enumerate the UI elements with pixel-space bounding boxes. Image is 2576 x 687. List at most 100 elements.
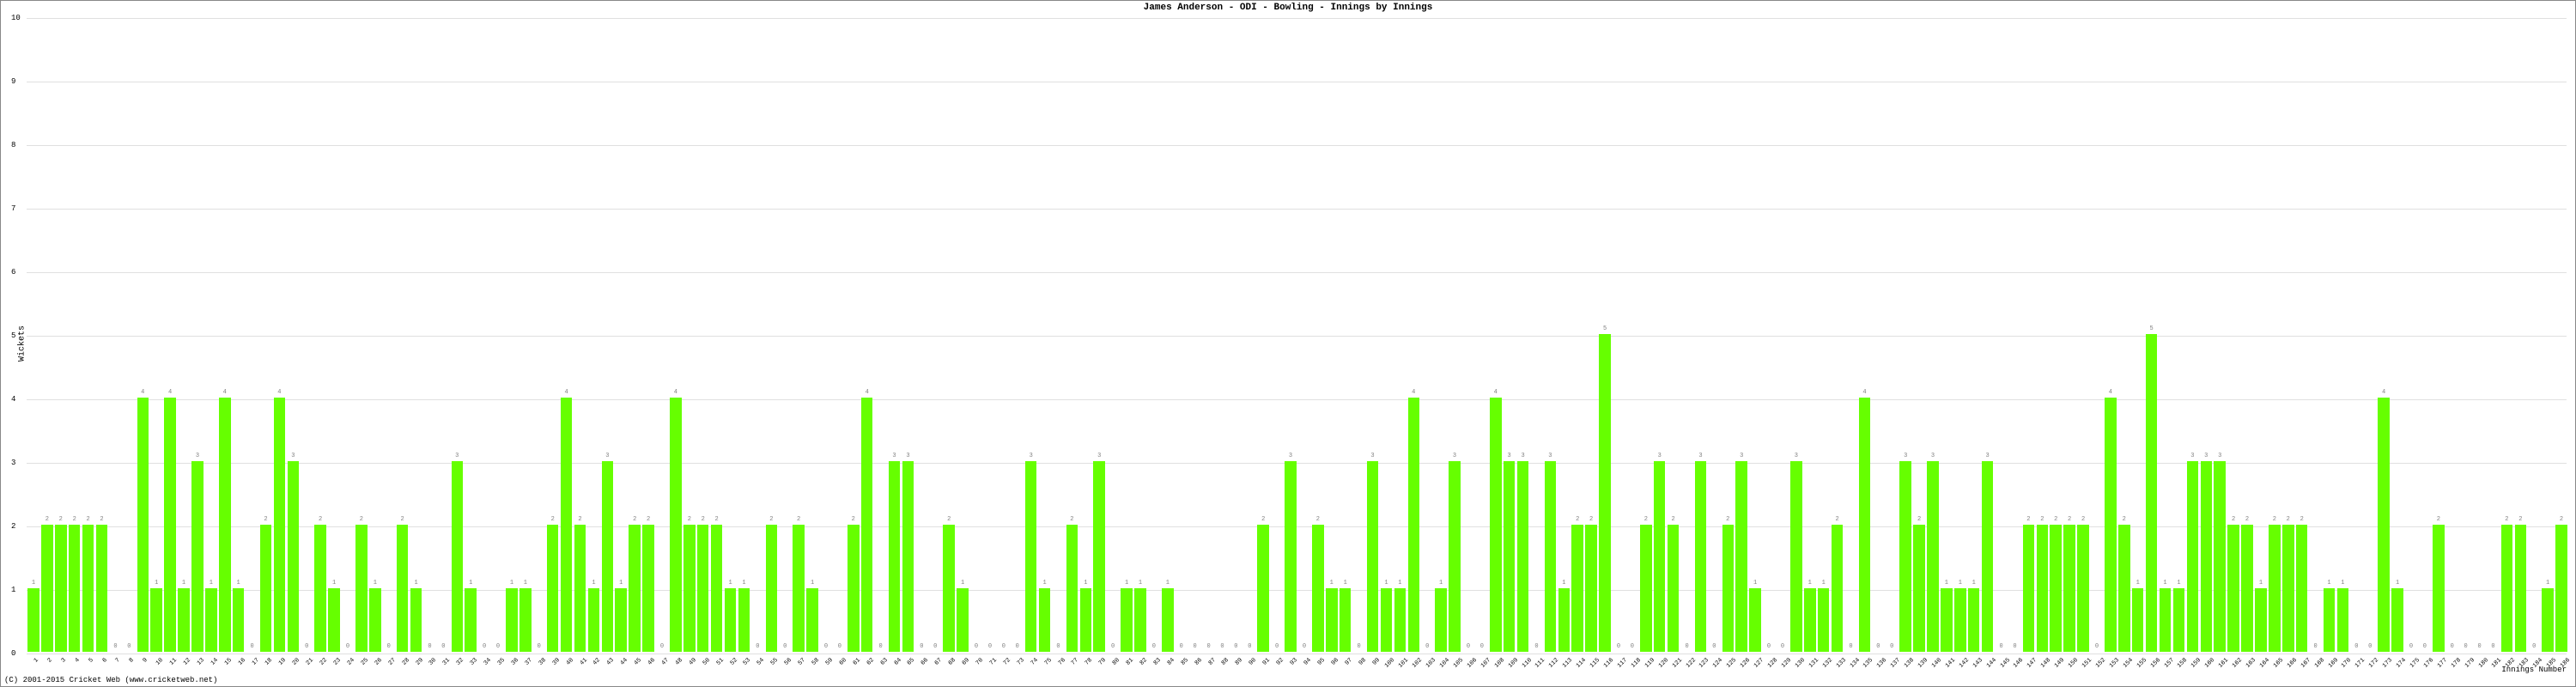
bar bbox=[902, 461, 914, 652]
bar-value-label: 0 bbox=[1617, 643, 1620, 650]
bar-value-label: 0 bbox=[496, 643, 500, 650]
bar-value-label: 2 bbox=[947, 516, 951, 523]
bar-value-label: 2 bbox=[647, 516, 650, 523]
bar-value-label: 2 bbox=[73, 516, 76, 523]
bar-value-label: 1 bbox=[1384, 580, 1388, 587]
bar bbox=[328, 588, 340, 652]
bar-value-label: 0 bbox=[756, 643, 759, 650]
bar-value-label: 0 bbox=[2354, 643, 2358, 650]
bar-value-label: 0 bbox=[1206, 643, 1210, 650]
bar bbox=[2187, 461, 2199, 652]
bar-value-label: 0 bbox=[1890, 643, 1893, 650]
bar bbox=[369, 588, 381, 652]
x-tick-label: 95 bbox=[1316, 657, 1327, 667]
bar-value-label: 0 bbox=[1685, 643, 1688, 650]
x-tick-label: 163 bbox=[2245, 657, 2257, 670]
bar-value-label: 2 bbox=[2245, 516, 2249, 523]
bar bbox=[889, 461, 901, 652]
x-tick-label: 144 bbox=[1985, 657, 1998, 670]
x-tick-label: 32 bbox=[456, 657, 466, 667]
bar-value-label: 3 bbox=[892, 453, 896, 459]
bar-value-label: 1 bbox=[592, 580, 595, 587]
bar-value-label: 3 bbox=[455, 453, 459, 459]
x-tick-label: 40 bbox=[565, 657, 575, 667]
x-tick-label: 175 bbox=[2409, 657, 2421, 670]
bar-value-label: 2 bbox=[2300, 516, 2304, 523]
bar-value-label: 0 bbox=[988, 643, 992, 650]
x-tick-label: 79 bbox=[1097, 657, 1108, 667]
y-tick-label: 7 bbox=[11, 204, 15, 213]
bar-value-label: 1 bbox=[1822, 580, 1826, 587]
y-tick-label: 6 bbox=[11, 268, 15, 277]
x-tick-label: 155 bbox=[2136, 657, 2148, 670]
x-tick-label: 176 bbox=[2422, 657, 2435, 670]
bar-value-label: 0 bbox=[2095, 643, 2099, 650]
bar-value-label: 1 bbox=[728, 580, 732, 587]
bar-value-label: 3 bbox=[1658, 453, 1662, 459]
bar bbox=[2255, 588, 2267, 652]
x-tick-label: 88 bbox=[1221, 657, 1231, 667]
x-tick-label: 112 bbox=[1548, 657, 1561, 670]
x-tick-label: 35 bbox=[496, 657, 507, 667]
x-tick-label: 139 bbox=[1917, 657, 1929, 670]
x-tick-label: 80 bbox=[1111, 657, 1121, 667]
bar bbox=[588, 588, 600, 652]
y-tick-label: 3 bbox=[11, 459, 15, 467]
bar bbox=[1435, 588, 1447, 652]
bar bbox=[274, 398, 286, 652]
bar-value-label: 2 bbox=[2081, 516, 2085, 523]
x-tick-label: 109 bbox=[1507, 657, 1520, 670]
bar-value-label: 0 bbox=[1180, 643, 1183, 650]
x-tick-label: 41 bbox=[579, 657, 589, 667]
bar-value-label: 0 bbox=[387, 643, 391, 650]
bar-value-label: 1 bbox=[1808, 580, 1812, 587]
x-tick-label: 148 bbox=[2040, 657, 2053, 670]
x-tick-label: 13 bbox=[196, 657, 206, 667]
x-tick-label: 27 bbox=[387, 657, 398, 667]
bar-value-label: 1 bbox=[961, 580, 964, 587]
bar bbox=[1257, 525, 1269, 652]
bar bbox=[1558, 588, 1571, 652]
bar-value-label: 2 bbox=[797, 516, 800, 523]
x-tick-label: 152 bbox=[2094, 657, 2107, 670]
bar bbox=[2160, 588, 2172, 652]
x-tick-label: 19 bbox=[278, 657, 289, 667]
x-tick-label: 173 bbox=[2382, 657, 2395, 670]
bar bbox=[547, 525, 559, 652]
x-tick-label: 113 bbox=[1562, 657, 1575, 670]
bar-value-label: 3 bbox=[1986, 453, 1990, 459]
bar bbox=[1654, 461, 1666, 652]
x-tick-label: 91 bbox=[1261, 657, 1272, 667]
x-tick-label: 77 bbox=[1071, 657, 1081, 667]
bar bbox=[957, 588, 969, 652]
x-tick-label: 44 bbox=[620, 657, 630, 667]
bar-value-label: 0 bbox=[1194, 643, 1197, 650]
bar-value-label: 1 bbox=[2136, 580, 2140, 587]
x-tick-label: 134 bbox=[1849, 657, 1862, 670]
bar bbox=[355, 525, 368, 652]
x-tick-label: 25 bbox=[360, 657, 370, 667]
bar bbox=[1080, 588, 1092, 652]
bar-value-label: 0 bbox=[2532, 643, 2536, 650]
x-tick-label: 85 bbox=[1180, 657, 1190, 667]
bar-value-label: 3 bbox=[2190, 453, 2194, 459]
bar-value-label: 2 bbox=[1576, 516, 1579, 523]
bar-value-label: 1 bbox=[2177, 580, 2180, 587]
x-tick-label: 124 bbox=[1712, 657, 1725, 670]
bar bbox=[670, 398, 682, 652]
bar-value-label: 3 bbox=[1931, 453, 1935, 459]
bar-value-label: 1 bbox=[811, 580, 814, 587]
bar bbox=[1571, 525, 1583, 652]
bar bbox=[1668, 525, 1680, 652]
x-tick-label: 137 bbox=[1890, 657, 1903, 670]
bar-value-label: 0 bbox=[1534, 643, 1538, 650]
bar bbox=[233, 588, 245, 652]
x-tick-label: 111 bbox=[1534, 657, 1547, 670]
bar-value-label: 0 bbox=[2013, 643, 2016, 650]
plot-area: 0123456789101122232425260708491104111123… bbox=[27, 18, 2567, 652]
x-tick-label: 47 bbox=[660, 657, 671, 667]
x-tick-label: 140 bbox=[1930, 657, 1943, 670]
bar bbox=[1504, 461, 1516, 652]
x-tick-label: 9 bbox=[142, 657, 149, 665]
x-tick-label: 107 bbox=[1479, 657, 1492, 670]
